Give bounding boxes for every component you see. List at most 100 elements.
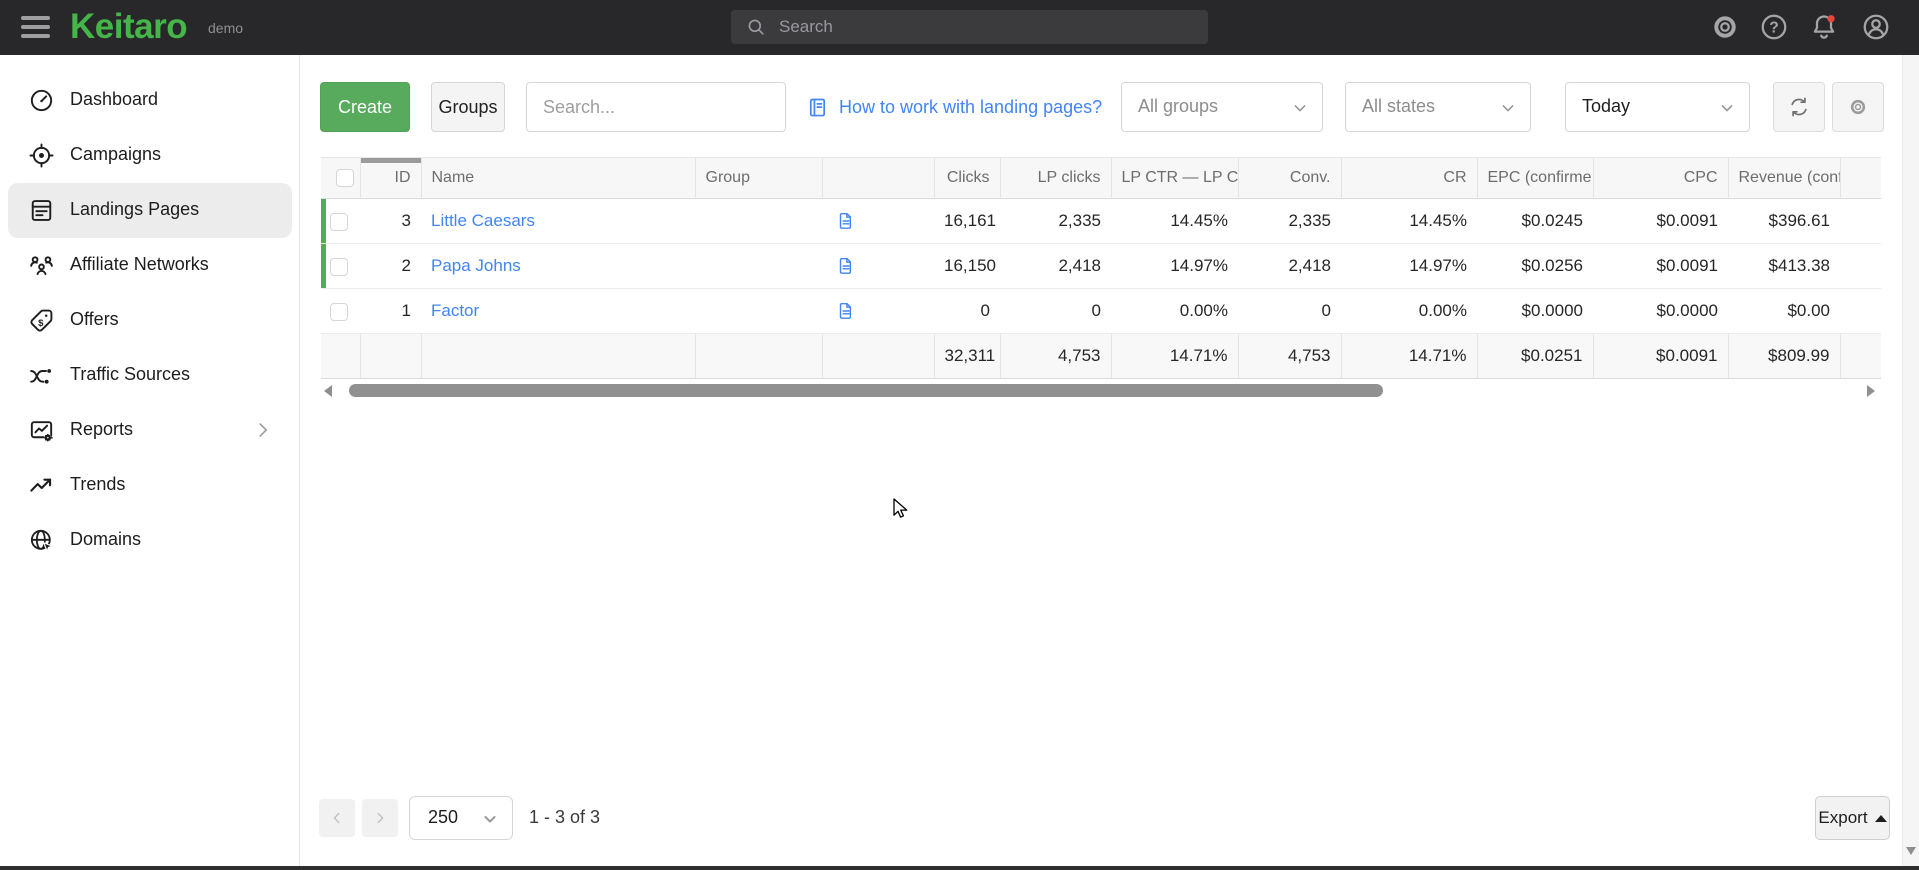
table-search-input[interactable] <box>527 83 785 131</box>
page-vertical-scrollbar[interactable] <box>1902 55 1919 866</box>
column-header-name[interactable]: Name <box>420 157 695 199</box>
page-size-select[interactable]: 250 <box>409 796 513 840</box>
landing-pages-table: ID Name Group Clicks LP clicks LP CTR — … <box>321 157 1881 379</box>
sidebar-item-campaigns[interactable]: Campaigns <box>8 128 292 183</box>
date-range-filter[interactable]: Today <box>1565 82 1750 132</box>
column-header-revenue[interactable]: Revenue (confi <box>1727 157 1840 199</box>
create-button[interactable]: Create <box>320 82 410 132</box>
row-checkbox[interactable] <box>330 257 348 276</box>
sidebar-item-label: Affiliate Networks <box>70 254 209 274</box>
cell-epc: $0.0256 <box>1477 243 1593 289</box>
groups-filter[interactable]: All groups <box>1121 82 1323 132</box>
sidebar-item-offers[interactable]: $ Offers <box>8 293 292 348</box>
column-header-conv[interactable]: Conv. <box>1237 157 1341 199</box>
cell-lp-ctr: 14.97% <box>1111 243 1238 289</box>
total-clicks: 32,311 <box>933 333 1000 379</box>
column-header-clicks[interactable]: Clicks <box>933 157 1000 199</box>
table-row: 3 Little Caesars 16,161 2,335 14.45% 2,3… <box>321 198 1881 244</box>
column-header-lp-clicks[interactable]: LP clicks <box>999 157 1111 199</box>
scrollbar-thumb[interactable] <box>349 384 1383 397</box>
cell-conv: 2,335 <box>1238 198 1341 244</box>
cell-epc: $0.0000 <box>1477 288 1593 334</box>
sidebar-item-landings-pages[interactable]: Landings Pages <box>8 183 292 238</box>
sidebar-item-reports[interactable]: Reports <box>8 403 292 458</box>
column-header-cpc[interactable]: CPC <box>1592 157 1728 199</box>
cell-clicks: 16,161 <box>934 198 1000 244</box>
table-settings-button[interactable] <box>1832 82 1884 132</box>
sidebar-item-traffic-sources[interactable]: Traffic Sources <box>8 348 292 403</box>
table-horizontal-scrollbar <box>321 383 1881 399</box>
table-header-row: ID Name Group Clicks LP clicks LP CTR — … <box>321 157 1881 199</box>
account-icon[interactable] <box>1861 12 1891 42</box>
sidebar-item-trends[interactable]: Trends <box>8 458 292 513</box>
total-lp-ctr: 14.71% <box>1110 333 1238 379</box>
landings-pages-icon <box>28 197 55 224</box>
total-epc: $0.0251 <box>1476 333 1593 379</box>
column-header-actions <box>821 157 934 199</box>
preview-page-icon[interactable] <box>836 256 856 276</box>
cell-group <box>695 243 822 289</box>
notifications-icon[interactable] <box>1809 12 1839 42</box>
landing-name-link[interactable]: Little Caesars <box>431 211 535 230</box>
menu-toggle-icon[interactable] <box>21 16 51 40</box>
states-filter-value: All states <box>1362 96 1436 116</box>
help-link[interactable]: How to work with landing pages? <box>839 97 1103 117</box>
groups-filter-value: All groups <box>1138 96 1219 116</box>
global-search <box>731 10 1208 44</box>
select-all-checkbox[interactable] <box>335 168 354 187</box>
refresh-button[interactable] <box>1773 82 1825 132</box>
landing-name-link[interactable]: Factor <box>431 301 480 320</box>
column-header-id[interactable]: ID <box>359 157 421 199</box>
row-checkbox[interactable] <box>330 212 348 231</box>
date-range-value: Today <box>1582 96 1631 116</box>
cell-lp-clicks: 2,335 <box>1000 198 1111 244</box>
export-label: Export <box>1818 808 1868 827</box>
column-header-extra <box>1839 157 1881 199</box>
sidebar-item-label: Offers <box>70 309 119 329</box>
chevron-down-icon <box>1717 98 1737 118</box>
column-header-lp-ctr[interactable]: LP CTR — LP C <box>1110 157 1238 199</box>
trends-icon <box>28 472 55 499</box>
cell-id: 2 <box>360 243 421 289</box>
column-header-cr[interactable]: CR <box>1340 157 1477 199</box>
pagination-range-label: 1 - 3 of 3 <box>529 807 601 827</box>
cell-lp-clicks: 0 <box>1000 288 1111 334</box>
scroll-left-arrow[interactable] <box>324 385 332 397</box>
preview-page-icon[interactable] <box>836 211 856 231</box>
sidebar-item-affiliate-networks[interactable]: Affiliate Networks <box>8 238 292 293</box>
cell-revenue: $396.61 <box>1728 198 1840 244</box>
affiliate-networks-icon <box>28 252 55 279</box>
svg-text:$: $ <box>38 318 44 329</box>
gear-icon <box>1850 99 1866 115</box>
help-icon[interactable]: ? <box>1759 12 1789 42</box>
chevron-right-icon <box>377 812 384 824</box>
cell-conv: 2,418 <box>1238 243 1341 289</box>
settings-icon[interactable] <box>1710 12 1740 42</box>
book-icon <box>806 96 829 119</box>
landing-name-link[interactable]: Papa Johns <box>431 256 521 275</box>
reports-icon <box>28 417 55 444</box>
column-header-epc[interactable]: EPC (confirme <box>1476 157 1593 199</box>
cell-id: 1 <box>360 288 421 334</box>
states-filter[interactable]: All states <box>1345 82 1531 132</box>
export-button[interactable]: Export <box>1815 796 1890 840</box>
column-header-group[interactable]: Group <box>694 157 822 199</box>
global-search-input[interactable] <box>779 10 1199 44</box>
next-page-button[interactable] <box>362 799 398 837</box>
row-checkbox[interactable] <box>330 302 348 321</box>
cell-cpc: $0.0091 <box>1593 243 1728 289</box>
cell-id: 3 <box>360 198 421 244</box>
preview-page-icon[interactable] <box>836 301 856 321</box>
scroll-down-arrow[interactable] <box>1906 847 1916 860</box>
groups-button[interactable]: Groups <box>431 82 505 132</box>
prev-page-button[interactable] <box>319 799 355 837</box>
scroll-right-arrow[interactable] <box>1867 385 1875 397</box>
topbar: Keitaro demo ? <box>0 0 1919 55</box>
cell-lp-clicks: 2,418 <box>1000 243 1111 289</box>
search-icon <box>748 19 764 35</box>
sidebar-item-dashboard[interactable]: Dashboard <box>8 73 292 128</box>
app-logo[interactable]: Keitaro <box>70 7 188 46</box>
sidebar-item-label: Traffic Sources <box>70 364 191 384</box>
sidebar-item-domains[interactable]: Domains <box>8 513 292 568</box>
cell-revenue: $413.38 <box>1728 243 1840 289</box>
